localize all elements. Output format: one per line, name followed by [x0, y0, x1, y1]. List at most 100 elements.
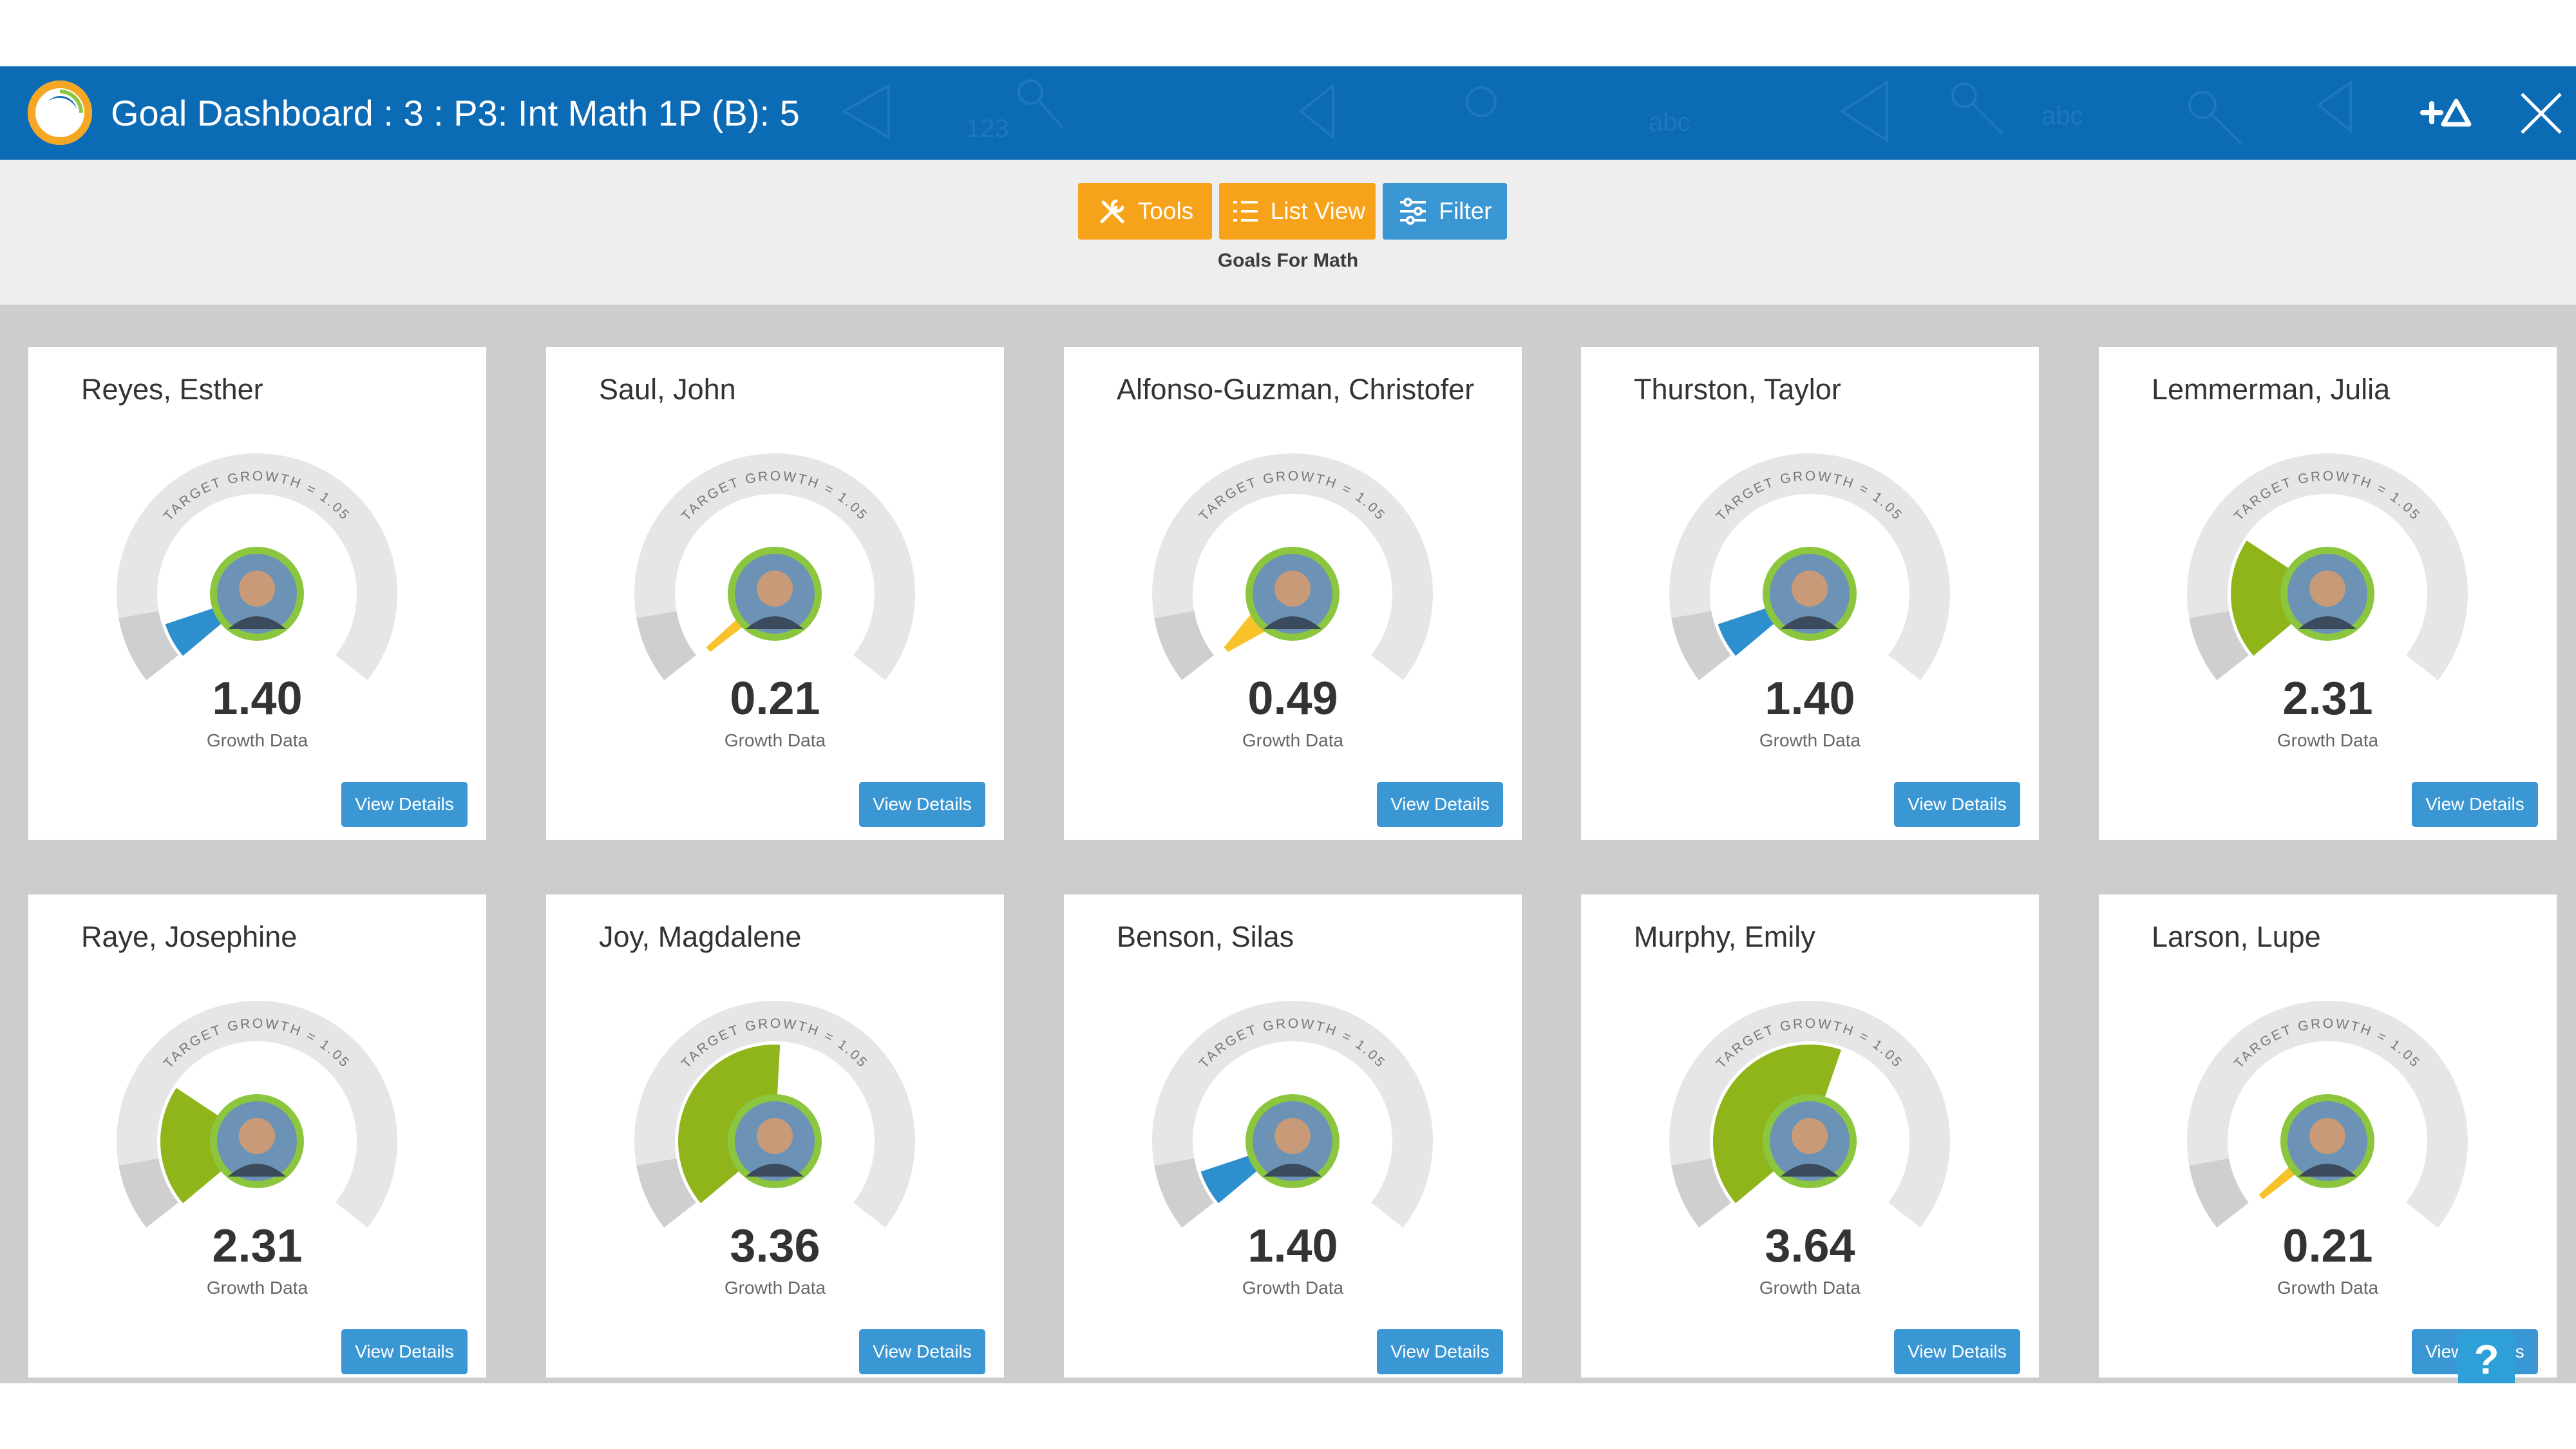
page-title: Goal Dashboard : 3 : P3: Int Math 1P (B)…	[111, 93, 800, 133]
avatar-body	[1781, 1164, 1839, 1177]
student-name: Benson, Silas	[1117, 920, 1294, 953]
svg-text:abc: abc	[1649, 108, 1690, 137]
gauge-low-zone	[118, 1158, 178, 1228]
list-icon	[1233, 201, 1258, 222]
growth-gauge: TARGET GROWTH = 1.05	[117, 1001, 397, 1228]
student-card: Benson, Silas TARGET GROWTH = 1.05 1.40 Gro…	[1064, 895, 1522, 1378]
student-card: Joy, Magdalene TARGET GROWTH = 1.05 3.36 Gr…	[546, 895, 1004, 1378]
growth-data-label: Growth Data	[206, 730, 308, 750]
growth-wedge	[165, 608, 223, 656]
tools-icon	[1100, 199, 1124, 223]
gauge-track	[117, 453, 397, 681]
gauge-low-zone	[118, 611, 178, 681]
list-view-button[interactable]: List View	[1219, 183, 1376, 240]
avatar-body	[1781, 616, 1839, 629]
student-card: Murphy, Emily TARGET GROWTH = 1.05 3.64 Gro…	[1581, 895, 2039, 1378]
student-name: Saul, John	[599, 373, 736, 406]
goals-subtitle: Goals For Math	[1217, 250, 1359, 271]
tools-button[interactable]: Tools	[1078, 183, 1212, 240]
view-details-button[interactable]: View Details	[859, 1329, 985, 1374]
view-details-button[interactable]: View Details	[1377, 782, 1503, 827]
growth-wedge	[2259, 1167, 2295, 1200]
student-name: Murphy, Emily	[1634, 920, 1815, 953]
toolbar: Tools List View Filter Goals For Math	[0, 160, 2576, 305]
gauge-track	[634, 453, 915, 681]
gauge-low-zone	[1154, 611, 1214, 681]
gauge-track	[2187, 1001, 2468, 1228]
growth-wedge	[1713, 1045, 1842, 1204]
growth-gauge: TARGET GROWTH = 1.05	[117, 453, 397, 681]
growth-wedge	[678, 1045, 781, 1204]
growth-gauge: TARGET GROWTH = 1.05	[1152, 1001, 1433, 1228]
gauge-low-zone	[1671, 611, 1731, 681]
growth-wedge	[1718, 608, 1776, 656]
add-goal-icon[interactable]	[2414, 93, 2472, 132]
view-details-button[interactable]: View Details	[1377, 1329, 1503, 1374]
growth-gauge: TARGET GROWTH = 1.05	[634, 453, 915, 681]
avatar-head	[757, 571, 793, 607]
cards-area: Reyes, Esther TARGET GROWTH = 1.05 1.40 Gro…	[0, 305, 2576, 1383]
avatar-body	[228, 616, 286, 629]
growth-data-label: Growth Data	[1759, 730, 1861, 750]
filter-button[interactable]: Filter	[1383, 183, 1507, 240]
avatar-head	[757, 1118, 793, 1154]
gauge-track	[1669, 453, 1950, 681]
avatar-head	[2309, 571, 2345, 607]
growth-data-label: Growth Data	[1242, 1278, 1344, 1298]
view-details-button[interactable]: View Details	[2412, 782, 2538, 827]
growth-data-label: Growth Data	[1242, 730, 1344, 750]
growth-value: 2.31	[2282, 673, 2373, 724]
avatar-head	[1274, 571, 1311, 607]
growth-gauge: TARGET GROWTH = 1.05	[2187, 453, 2468, 681]
gauge-low-zone	[636, 611, 696, 681]
student-card: Thurston, Taylor TARGET GROWTH = 1.05 1.40…	[1581, 347, 2039, 840]
gauge-track	[634, 1001, 915, 1228]
student-name: Thurston, Taylor	[1634, 373, 1841, 406]
close-icon[interactable]	[2517, 89, 2566, 138]
filter-label: Filter	[1439, 198, 1492, 224]
avatar-body	[2298, 1164, 2356, 1177]
view-details-button[interactable]: View Details	[341, 782, 468, 827]
student-card: Lemmerman, Julia TARGET GROWTH = 1.05 2.31…	[2099, 347, 2557, 840]
growth-data-label: Growth Data	[2277, 730, 2379, 750]
growth-wedge	[2231, 540, 2293, 656]
avatar-body	[1264, 1164, 1321, 1177]
growth-gauge: TARGET GROWTH = 1.05	[1152, 453, 1433, 681]
help-button[interactable]: ?	[2458, 1332, 2515, 1383]
gauge-low-zone	[2189, 611, 2249, 681]
student-name: Lemmerman, Julia	[2152, 373, 2391, 406]
gauge-low-zone	[1671, 1158, 1731, 1228]
growth-gauge: TARGET GROWTH = 1.05	[2187, 1001, 2468, 1228]
gauge-track	[2187, 453, 2468, 681]
view-details-button[interactable]: View Details	[1894, 782, 2020, 827]
gauge-track	[1669, 1001, 1950, 1228]
app-header: 123 abc abc Goal Dashboard : 3 : P3: Int…	[0, 66, 2576, 160]
gauge-track	[117, 1001, 397, 1228]
view-details-button[interactable]: View Details	[859, 782, 985, 827]
student-name: Larson, Lupe	[2152, 920, 2321, 953]
student-name: Reyes, Esther	[81, 373, 263, 406]
student-card: Reyes, Esther TARGET GROWTH = 1.05 1.40 Gro…	[28, 347, 486, 840]
growth-wedge	[1224, 614, 1265, 652]
gauge-low-zone	[2189, 1158, 2249, 1228]
growth-gauge: TARGET GROWTH = 1.05	[1669, 453, 1950, 681]
student-name: Joy, Magdalene	[599, 920, 802, 953]
sliders-icon	[1400, 198, 1426, 225]
student-card: Raye, Josephine TARGET GROWTH = 1.05 2.31 G…	[28, 895, 486, 1378]
gauge-low-zone	[1154, 1158, 1214, 1228]
avatar-body	[228, 1164, 286, 1177]
app-logo	[28, 80, 92, 145]
growth-value: 1.40	[1247, 1220, 1338, 1272]
growth-data-label: Growth Data	[724, 730, 826, 750]
list-view-label: List View	[1270, 198, 1366, 224]
view-details-button[interactable]: View Details	[341, 1329, 468, 1374]
growth-gauge: TARGET GROWTH = 1.05	[634, 1001, 915, 1228]
top-margin	[0, 0, 2576, 66]
svg-text:123: 123	[966, 115, 1009, 143]
avatar-head	[1792, 571, 1828, 607]
svg-text:abc: abc	[2041, 102, 2083, 130]
view-details-button[interactable]: View Details	[1894, 1329, 2020, 1374]
growth-value: 0.21	[730, 673, 820, 724]
avatar-body	[2298, 616, 2356, 629]
growth-gauge: TARGET GROWTH = 1.05	[1669, 1001, 1950, 1228]
